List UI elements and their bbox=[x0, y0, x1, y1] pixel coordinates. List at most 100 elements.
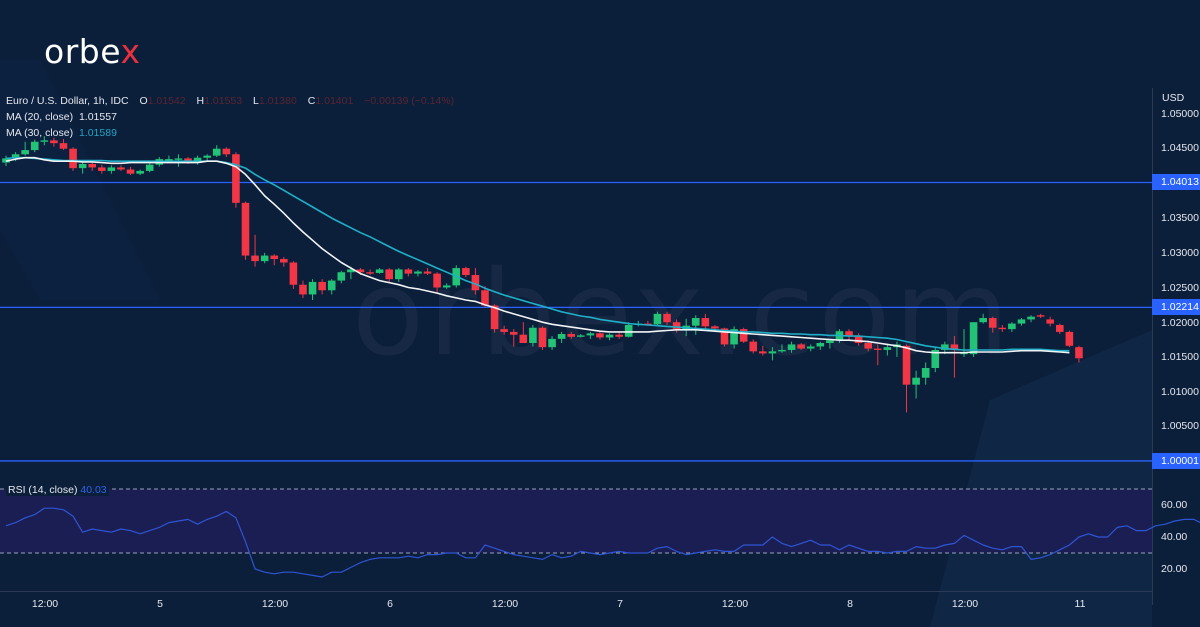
candle-bull bbox=[136, 170, 144, 174]
candle-bear bbox=[701, 318, 710, 327]
candle-bear bbox=[663, 313, 671, 323]
rsi-tick-label: 40.00 bbox=[1161, 531, 1188, 543]
candle-bear bbox=[490, 305, 499, 330]
candle-bull bbox=[806, 346, 815, 349]
logo-text: orbe bbox=[44, 32, 121, 71]
symbol-row: Euro / U.S. Dollar, 1h, IDC O1.01542 H1.… bbox=[6, 93, 454, 109]
candle-bear bbox=[222, 148, 231, 155]
candle-bear bbox=[117, 167, 125, 170]
candle-bull bbox=[414, 271, 422, 274]
ma30-value: 1.01589 bbox=[78, 127, 117, 139]
candle-bear bbox=[864, 343, 872, 349]
candle-bear bbox=[672, 322, 681, 330]
candle-bull bbox=[145, 164, 154, 171]
candle-bull bbox=[931, 349, 940, 369]
candle-bear bbox=[873, 348, 882, 350]
candle-bull bbox=[337, 272, 346, 281]
time-tick-label: 5 bbox=[157, 598, 163, 610]
candle-bear bbox=[567, 333, 576, 337]
candle-bear bbox=[797, 344, 805, 349]
candle-bull bbox=[921, 368, 930, 378]
candle-bull bbox=[21, 150, 29, 155]
ma20-value: 1.01557 bbox=[78, 111, 117, 123]
candle-bull bbox=[653, 313, 662, 325]
candle-bull bbox=[941, 344, 949, 350]
candle-bull bbox=[375, 269, 384, 273]
candle-bear bbox=[749, 341, 758, 352]
open-label: O bbox=[139, 95, 148, 107]
price-level-tag[interactable]: 1.04013 bbox=[1152, 174, 1200, 190]
candle-bull bbox=[557, 333, 566, 339]
candle-bear bbox=[845, 331, 853, 337]
candle-bear bbox=[289, 262, 298, 285]
candle-bear bbox=[902, 345, 911, 385]
candle-bull bbox=[912, 377, 920, 385]
candle-bear bbox=[509, 331, 518, 335]
price-tick-label: 1.04500 bbox=[1161, 142, 1199, 154]
candle-bear bbox=[1046, 319, 1055, 324]
candle-bull bbox=[347, 269, 355, 273]
currency-label: USD bbox=[1162, 92, 1185, 104]
watermark: orbex.com bbox=[352, 244, 1010, 382]
candle-bear bbox=[1056, 324, 1064, 332]
candle-bear bbox=[739, 329, 748, 342]
ma20-line bbox=[5, 156, 1070, 354]
candle-bull bbox=[605, 334, 614, 338]
low-value: 1.01380 bbox=[258, 95, 297, 107]
change-value: −0.00139 (−0.14%) bbox=[364, 95, 455, 107]
candle-bull bbox=[442, 285, 451, 288]
high-label: H bbox=[196, 95, 205, 107]
candle-bull bbox=[529, 327, 537, 344]
rsi-legend[interactable]: RSI (14, close) 40.03 bbox=[6, 484, 109, 496]
high-value: 1.01553 bbox=[204, 95, 243, 107]
candle-bear bbox=[366, 272, 374, 274]
candle-bear bbox=[356, 269, 365, 273]
candle-bull bbox=[394, 269, 403, 280]
low-label: L bbox=[253, 95, 259, 107]
price-tick-label: 1.02500 bbox=[1161, 282, 1199, 294]
candle-bear bbox=[854, 336, 863, 344]
ma20-label: MA (20, close) bbox=[6, 111, 74, 123]
logo-accent: x bbox=[120, 32, 141, 71]
candle-bull bbox=[969, 322, 978, 355]
close-value: 1.01401 bbox=[315, 95, 354, 107]
ma20-row[interactable]: MA (20, close) 1.01557 bbox=[6, 109, 454, 125]
candle-bull bbox=[327, 280, 336, 291]
ma30-row[interactable]: MA (30, close) 1.01589 bbox=[6, 125, 454, 141]
candle-bull bbox=[308, 281, 317, 295]
candle-bear bbox=[251, 255, 259, 262]
candle-bear bbox=[50, 140, 58, 144]
time-tick-label: 7 bbox=[617, 598, 623, 610]
candle-bull bbox=[78, 163, 87, 169]
candle-bull bbox=[883, 347, 892, 350]
candle-bull bbox=[30, 141, 39, 151]
candle-bull bbox=[203, 155, 211, 158]
candle-bull bbox=[826, 340, 834, 344]
candle-bear bbox=[232, 154, 240, 203]
price-level-tag[interactable]: 1.00001 bbox=[1152, 453, 1200, 469]
price-tick-label: 1.01500 bbox=[1161, 351, 1199, 363]
close-label: C bbox=[307, 95, 316, 107]
candle-bear bbox=[404, 269, 413, 274]
rsi-value: 40.03 bbox=[80, 484, 107, 496]
candle-bull bbox=[40, 140, 49, 142]
candle-bear bbox=[998, 327, 1007, 330]
candle-bear bbox=[720, 328, 729, 345]
rsi-tick-label: 20.00 bbox=[1161, 563, 1188, 575]
candle-bull bbox=[787, 344, 796, 350]
price-level-tag[interactable]: 1.02214 bbox=[1152, 299, 1200, 315]
candle-bull bbox=[11, 154, 20, 159]
candle-bear bbox=[280, 259, 288, 263]
candle-bear bbox=[1075, 347, 1083, 359]
time-tick-label: 11 bbox=[1074, 598, 1086, 610]
candle-bear bbox=[950, 344, 959, 350]
candle-bull bbox=[174, 158, 183, 160]
candle-bear bbox=[299, 284, 307, 295]
price-tick-label: 1.01000 bbox=[1161, 386, 1199, 398]
candle-bear bbox=[385, 269, 393, 280]
price-tick-label: 1.03500 bbox=[1161, 212, 1199, 224]
candle-bear bbox=[462, 268, 470, 276]
symbol-name[interactable]: Euro / U.S. Dollar, 1h, IDC bbox=[6, 95, 129, 107]
